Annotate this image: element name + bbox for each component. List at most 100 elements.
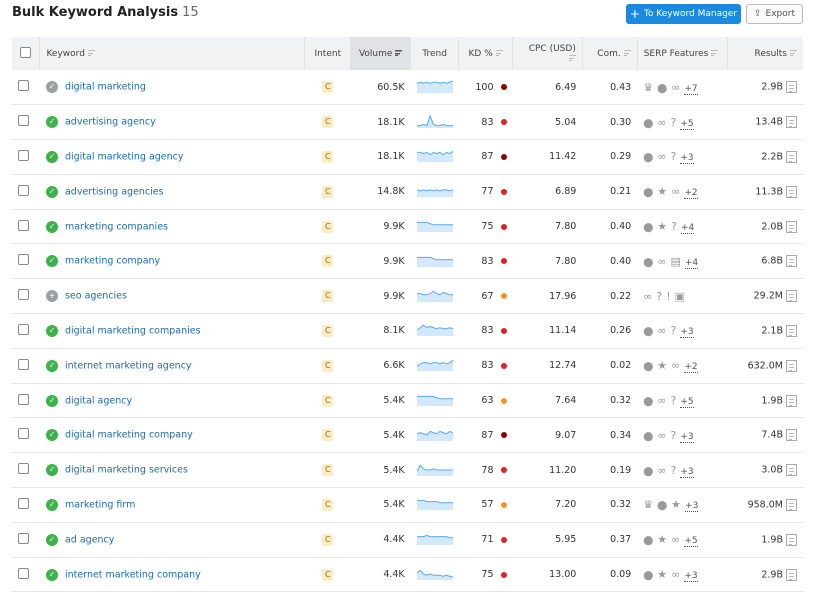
keyword-link[interactable]: marketing firm [64,499,136,511]
more-features-link[interactable]: +3 [684,571,698,583]
question-icon[interactable]: ? [670,394,677,408]
keyword-link[interactable]: digital marketing agency [64,151,184,163]
row-checkbox[interactable] [18,80,29,92]
more-features-link[interactable]: +3 [680,327,694,339]
more-features-link[interactable]: +7 [684,83,698,95]
export-button[interactable]: ⇪ Export [746,4,803,24]
star-icon[interactable]: ★ [657,220,668,234]
news-icon[interactable]: ▤ [670,254,681,268]
keyword-link[interactable]: internet marketing company [64,569,201,581]
add-icon[interactable]: + [45,290,58,303]
question-icon[interactable]: ? [670,463,677,477]
sort-icon[interactable] [790,50,797,56]
more-features-link[interactable]: +5 [680,118,694,130]
sort-icon[interactable] [711,50,719,56]
pin-icon[interactable]: ⬤ [657,501,668,512]
more-features-link[interactable]: +3 [680,466,694,478]
more-features-link[interactable]: +3 [680,431,694,443]
star-icon[interactable]: ★ [657,359,668,373]
sort-icon[interactable] [495,50,503,56]
pin-icon[interactable]: ⬤ [643,466,654,477]
keyword-link[interactable]: digital marketing services [64,464,188,476]
more-features-link[interactable]: +4 [681,223,695,235]
column-header-keyword[interactable]: Keyword [39,37,306,70]
keyword-link[interactable]: marketing companies [64,221,168,233]
sort-icon[interactable] [87,50,95,56]
keyword-link[interactable]: digital marketing company [64,429,193,441]
check-icon[interactable]: ✓ [45,324,58,337]
more-features-link[interactable]: +5 [680,397,694,409]
check-icon[interactable]: ✓ [45,394,58,407]
link-icon[interactable]: ∞ [671,359,681,373]
check-icon[interactable]: ✓ [45,150,58,163]
star-icon[interactable]: ★ [671,498,682,512]
pin-icon[interactable]: ⬤ [643,397,654,408]
serp-snapshot-icon[interactable] [786,185,797,198]
serp-snapshot-icon[interactable] [786,464,797,477]
pin-icon[interactable]: ⬤ [643,536,654,547]
pin-icon[interactable]: ⬤ [643,257,654,268]
serp-snapshot-icon[interactable] [786,498,797,511]
more-features-link[interactable]: +3 [680,153,694,165]
check-icon[interactable]: ✓ [45,185,58,198]
serp-snapshot-icon[interactable] [786,429,797,442]
row-checkbox[interactable] [18,497,29,509]
more-features-link[interactable]: +5 [684,536,698,548]
pin-icon[interactable]: ⬤ [643,362,654,373]
pin-icon[interactable]: ⬤ [643,431,654,442]
link-icon[interactable]: ∞ [657,254,667,268]
keyword-link[interactable]: advertising agencies [64,186,164,198]
crown-icon[interactable]: ♛ [643,80,654,94]
star-icon[interactable]: ★ [657,533,668,547]
serp-snapshot-icon[interactable] [786,220,797,233]
check-icon[interactable]: ✓ [45,116,58,129]
link-icon[interactable]: ∞ [657,394,667,408]
link-icon[interactable]: ∞ [657,428,667,442]
keyword-link[interactable]: seo agencies [64,290,127,302]
pin-icon[interactable]: ⬤ [643,223,654,234]
column-header-volume[interactable]: Volume [350,37,412,70]
question-icon[interactable]: ? [670,115,677,129]
check-icon[interactable]: ✓ [45,498,58,511]
more-features-link[interactable]: +2 [684,362,698,374]
pin-icon[interactable]: ⬤ [643,153,654,164]
link-icon[interactable]: ∞ [671,568,681,582]
ad-icon[interactable]: ▣ [674,289,686,303]
serp-snapshot-icon[interactable] [786,568,797,581]
more-features-link[interactable]: +3 [685,501,699,513]
star-icon[interactable]: ★ [657,185,668,199]
crown-icon[interactable]: ♛ [643,498,654,512]
serp-snapshot-icon[interactable] [786,359,797,372]
pin-icon[interactable]: ⬤ [643,188,654,199]
column-header-results[interactable]: Results [727,37,803,70]
column-header-cpc-usd[interactable]: CPC (USD) [512,37,583,70]
keyword-link[interactable]: internet marketing agency [64,360,192,372]
serp-snapshot-icon[interactable] [786,394,797,407]
keyword-link[interactable]: digital marketing companies [64,325,201,337]
serp-snapshot-icon[interactable] [786,324,797,337]
row-checkbox[interactable] [18,463,29,475]
row-checkbox[interactable] [18,428,29,440]
review-icon[interactable]: ! [666,289,671,303]
serp-snapshot-icon[interactable] [786,81,797,94]
question-icon[interactable]: ? [656,289,663,303]
check-icon[interactable]: ✓ [45,359,58,372]
link-icon[interactable]: ∞ [671,533,681,547]
row-checkbox[interactable] [18,254,29,266]
check-icon[interactable]: ✓ [45,429,58,442]
link-icon[interactable]: ∞ [657,463,667,477]
link-icon[interactable]: ∞ [643,289,653,303]
keyword-link[interactable]: marketing company [64,255,161,267]
keyword-link[interactable]: ad agency [64,534,115,546]
check-icon[interactable]: ✓ [45,255,58,268]
question-icon[interactable]: ? [670,324,677,338]
serp-snapshot-icon[interactable] [786,150,797,163]
question-icon[interactable]: ? [670,150,677,164]
check-icon[interactable]: ✓ [45,220,58,233]
row-checkbox[interactable] [18,115,29,127]
check-icon[interactable]: ✓ [45,464,58,477]
link-icon[interactable]: ∞ [671,80,681,94]
sort-icon[interactable] [568,55,576,61]
row-checkbox[interactable] [18,323,29,335]
column-header-serp-features[interactable]: SERP Features [637,37,728,70]
